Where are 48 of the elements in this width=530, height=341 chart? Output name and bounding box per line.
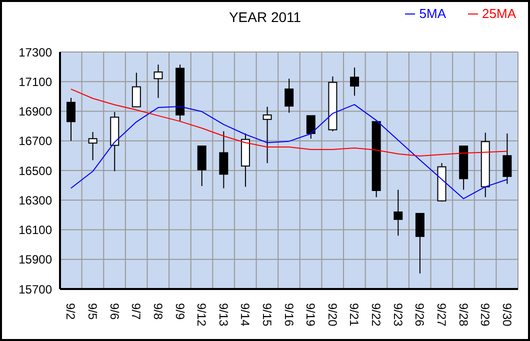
x-tick-label: 9/22 <box>369 303 384 327</box>
x-tick-label: 9/27 <box>434 303 448 327</box>
legend-label: 5MA <box>418 6 446 21</box>
x-tick-label: 9/30 <box>500 303 514 327</box>
x-tick-label: 9/28 <box>456 303 470 327</box>
x-tick-label: 9/16 <box>282 303 296 327</box>
candlestick <box>66 97 76 142</box>
x-tick-label: 9/8 <box>150 303 165 320</box>
candlestick <box>262 106 272 164</box>
legend-label: 25MA <box>481 6 516 21</box>
x-tick-label: 9/23 <box>390 303 405 327</box>
candlestick <box>219 130 228 189</box>
candlestick <box>284 78 294 114</box>
x-tick-label: 9/13 <box>216 303 230 327</box>
y-tick-label: 15700 <box>18 282 52 296</box>
x-tick-label: 9/19 <box>304 303 318 327</box>
y-tick-label: 16500 <box>18 164 52 178</box>
line-series <box>70 104 508 200</box>
candlestick <box>415 212 424 274</box>
candlestick <box>350 67 360 96</box>
chart-title: YEAR 2011 <box>228 9 302 25</box>
candlestick <box>502 132 512 184</box>
x-tick-label: 9/20 <box>325 303 340 327</box>
x-tick-label: 9/2 <box>64 303 78 320</box>
x-tick-label: 9/26 <box>412 303 427 327</box>
candlestick <box>197 146 206 187</box>
y-tick-label: 17300 <box>18 45 52 60</box>
candlestick <box>306 115 316 140</box>
x-tick-label: 9/29 <box>478 303 492 327</box>
candlestick <box>154 64 163 98</box>
line-series <box>70 88 508 156</box>
y-tick-label: 15900 <box>18 252 52 267</box>
candlestick <box>394 189 403 236</box>
x-tick-label: 9/6 <box>107 303 122 320</box>
y-tick-label: 16100 <box>18 223 52 238</box>
y-tick-label: 16900 <box>18 104 52 119</box>
x-tick-label: 9/21 <box>347 303 362 327</box>
candlestick <box>132 72 141 108</box>
x-tick-label: 9/14 <box>238 303 252 327</box>
x-tick-label: 9/7 <box>129 303 144 320</box>
x-tick-label: 9/12 <box>194 303 209 327</box>
candlestick <box>88 131 98 161</box>
y-tick-label: 17100 <box>18 74 52 89</box>
y-tick-label: 16700 <box>18 134 52 148</box>
x-tick-label: 9/15 <box>260 303 274 327</box>
x-tick-label: 9/9 <box>172 303 187 320</box>
x-tick-label: 9/5 <box>86 303 100 320</box>
y-tick-label: 16300 <box>18 193 52 208</box>
